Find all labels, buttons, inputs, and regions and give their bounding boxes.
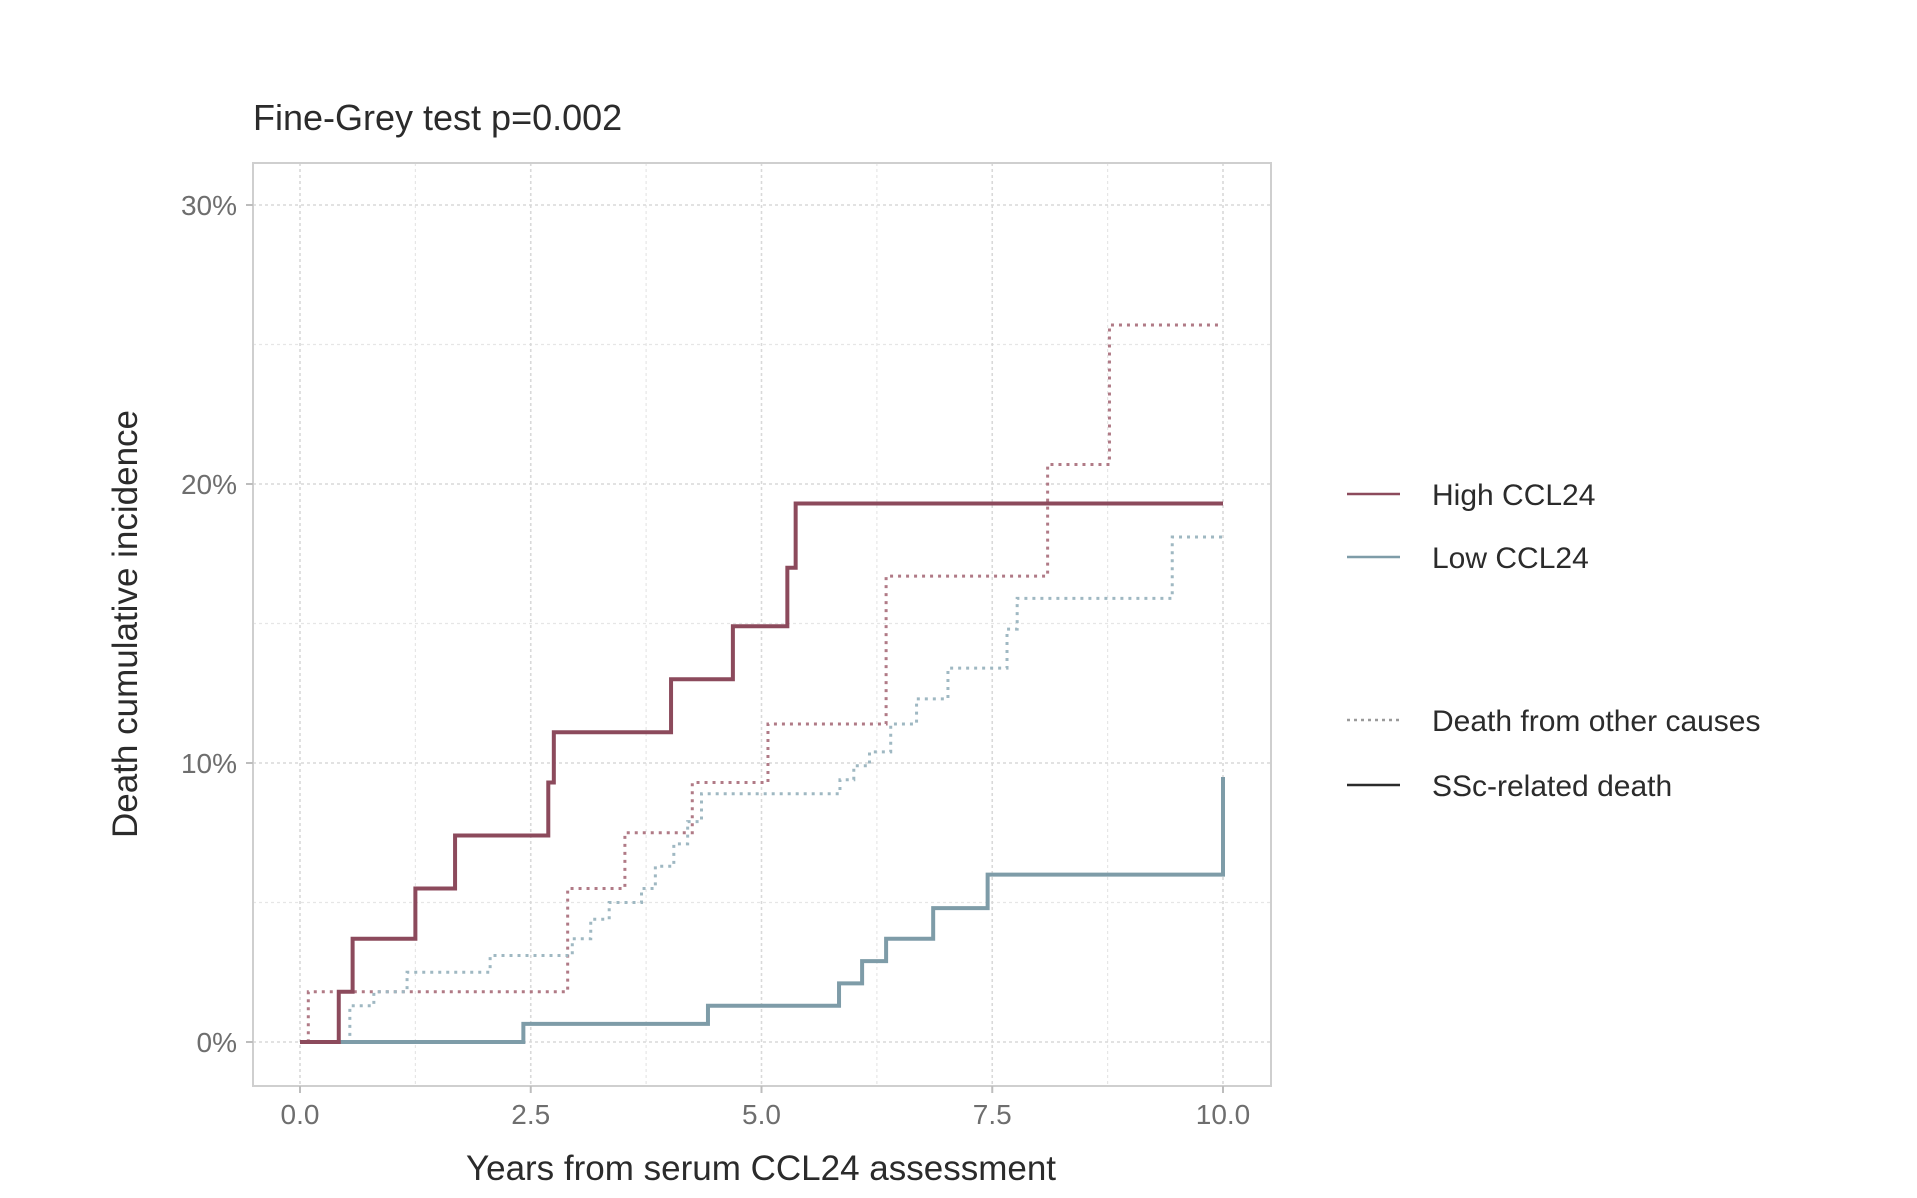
- series-group: [300, 323, 1225, 1044]
- x-tick-label: 0.0: [281, 1099, 320, 1130]
- x-tick-label: 10.0: [1196, 1099, 1251, 1130]
- x-tick-label: 2.5: [511, 1099, 550, 1130]
- x-tick-label: 5.0: [742, 1099, 781, 1130]
- y-axis-title: Death cumulative incidence: [106, 410, 145, 838]
- y-tick-label: 30%: [181, 190, 237, 221]
- axis-ticks: [246, 204, 1224, 1093]
- legend-label-high-ccl24: High CCL24: [1432, 479, 1595, 512]
- y-tick-label: 0%: [197, 1027, 237, 1058]
- legend: High CCL24 Low CCL24 Death from other ca…: [1347, 479, 1761, 803]
- chart-title: Fine-Grey test p=0.002: [253, 97, 622, 138]
- x-axis-title: Years from serum CCL24 assessment: [466, 1149, 1056, 1188]
- y-tick-label: 10%: [181, 748, 237, 779]
- x-tick-label: 7.5: [973, 1099, 1012, 1130]
- series-line-high-ccl24-ssc-related-death: [300, 501, 1223, 1044]
- y-tick-label: 20%: [181, 469, 237, 500]
- legend-label-ssc-related: SSc-related death: [1432, 770, 1672, 803]
- series-line-low-ccl24-ssc-related-death: [300, 776, 1225, 1044]
- legend-label-other-causes: Death from other causes: [1432, 705, 1761, 738]
- series-line-low-ccl24-death-from-other-causes: [300, 535, 1223, 1044]
- legend-label-low-ccl24: Low CCL24: [1432, 542, 1589, 575]
- series-line-high-ccl24-death-from-other-causes: [300, 323, 1223, 1044]
